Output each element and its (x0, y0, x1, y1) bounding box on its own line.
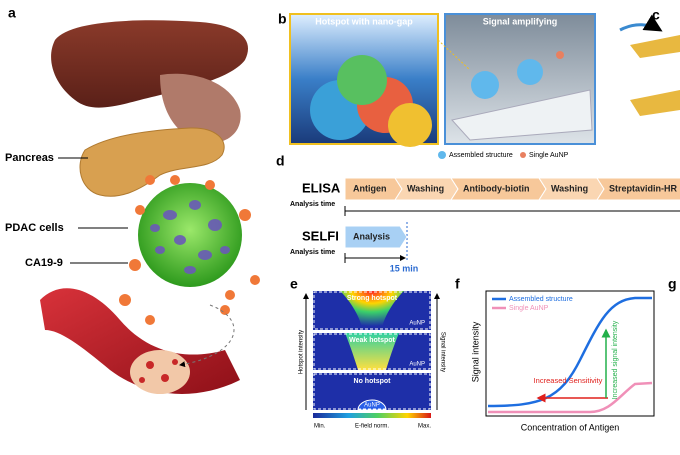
colorbar (313, 413, 431, 418)
axis-label: Analysis time (290, 249, 335, 256)
panel-label: e (290, 276, 298, 292)
flow-arrow (179, 304, 235, 368)
state-title: Strong hotspot (347, 295, 398, 302)
legend-label: Assembled structure (449, 152, 513, 159)
state-title: No hotspot (354, 378, 392, 385)
curve-single (488, 381, 653, 414)
y-axis-label: Signal intensity (470, 321, 480, 382)
panel-label: f (455, 276, 460, 292)
panel-a: a Pancreas PDAC cells CA19-9 (5, 5, 260, 394)
x-axis-label: Concentration of Antigen (521, 422, 620, 432)
panel-f: f Assembled structure Single AuNP Increa… (455, 276, 655, 432)
legend-label: Assembled structure (509, 296, 573, 303)
nanoparticle-cluster (310, 55, 432, 147)
blood-vessel (40, 288, 240, 394)
legend-marker (520, 152, 526, 158)
zoom-line (437, 39, 471, 71)
panel-d: d ELISA Analysis time SELFI Analysis tim… (276, 153, 680, 273)
annotation: Increased Sensitivity (534, 376, 603, 385)
hotspot-weak (345, 333, 399, 370)
pancreas (79, 127, 225, 197)
step-label: Washing (407, 183, 444, 193)
method-name: ELISA (302, 180, 341, 195)
particle-label: AuNP (409, 362, 425, 368)
legend-marker (438, 151, 446, 159)
step-label: Antibody-biotin (463, 183, 529, 193)
image-title: Hotspot with nano-gap (315, 16, 413, 26)
colorbar-max: Max. (418, 424, 431, 430)
vessel-lumen (130, 350, 190, 394)
time-label: 15 min (390, 263, 419, 273)
annotation: Pancreas (5, 152, 54, 164)
axis-label: Hotspot intensity (299, 330, 305, 374)
colorbar-min: Min. (314, 424, 326, 430)
hotspot-strong (340, 291, 404, 330)
legend-label: Single AuNP (509, 305, 549, 312)
substrate (451, 89, 593, 141)
stomach (160, 73, 241, 144)
blood-cells (139, 359, 178, 383)
step-chevron (344, 225, 408, 249)
annotation: CA19-9 (25, 257, 63, 269)
pdac-cell (138, 183, 242, 287)
ca19-9-particles (119, 175, 260, 325)
assembled-structure (517, 59, 543, 85)
colorbar-title: E-field norm. (355, 424, 389, 430)
assembled-structure (471, 71, 499, 99)
panel-label: a (8, 5, 16, 21)
panel-label: c (652, 7, 660, 23)
panel-dividers (313, 291, 431, 410)
image-title: Signal amplifying (483, 16, 558, 26)
axis-label: Analysis time (290, 201, 335, 208)
gold-substrate (630, 90, 680, 116)
step-label: Washing (551, 183, 588, 193)
curve-assembled (487, 296, 652, 408)
plot-frame (485, 290, 655, 417)
panel-label: b (278, 11, 287, 27)
particle-label: AuNP (409, 321, 425, 327)
single-aunp (556, 51, 564, 59)
annotation: PDAC cells (5, 222, 64, 234)
nuclei (150, 200, 230, 274)
panel-e: e Strong hotspot AuNP Weak hotspot AuNP … (290, 276, 445, 430)
liver (51, 20, 248, 108)
step-label: Streptavidin-HR (609, 183, 678, 193)
annotation: Increased signal intensity (612, 320, 619, 399)
panel-c: c (619, 7, 680, 116)
legend-label: Single AuNP (529, 152, 569, 159)
state-title: Weak hotspot (349, 337, 395, 344)
panel-b: b Hotspot with nano-gap Signal amplifyin… (278, 11, 596, 159)
gold-substrate (630, 35, 680, 58)
axis-label: Signal intensity (439, 332, 445, 372)
aunp-single (357, 399, 387, 411)
method-name: SELFI (302, 228, 339, 243)
step-label: Antigen (353, 183, 387, 193)
panel-label: g (668, 276, 677, 292)
step-chevron (596, 177, 680, 201)
process-arrow (619, 14, 663, 32)
panel-label: d (276, 153, 285, 169)
panel-g: g (668, 276, 677, 292)
particle-label: AuNP (364, 403, 380, 409)
step-label: Analysis (353, 231, 390, 241)
